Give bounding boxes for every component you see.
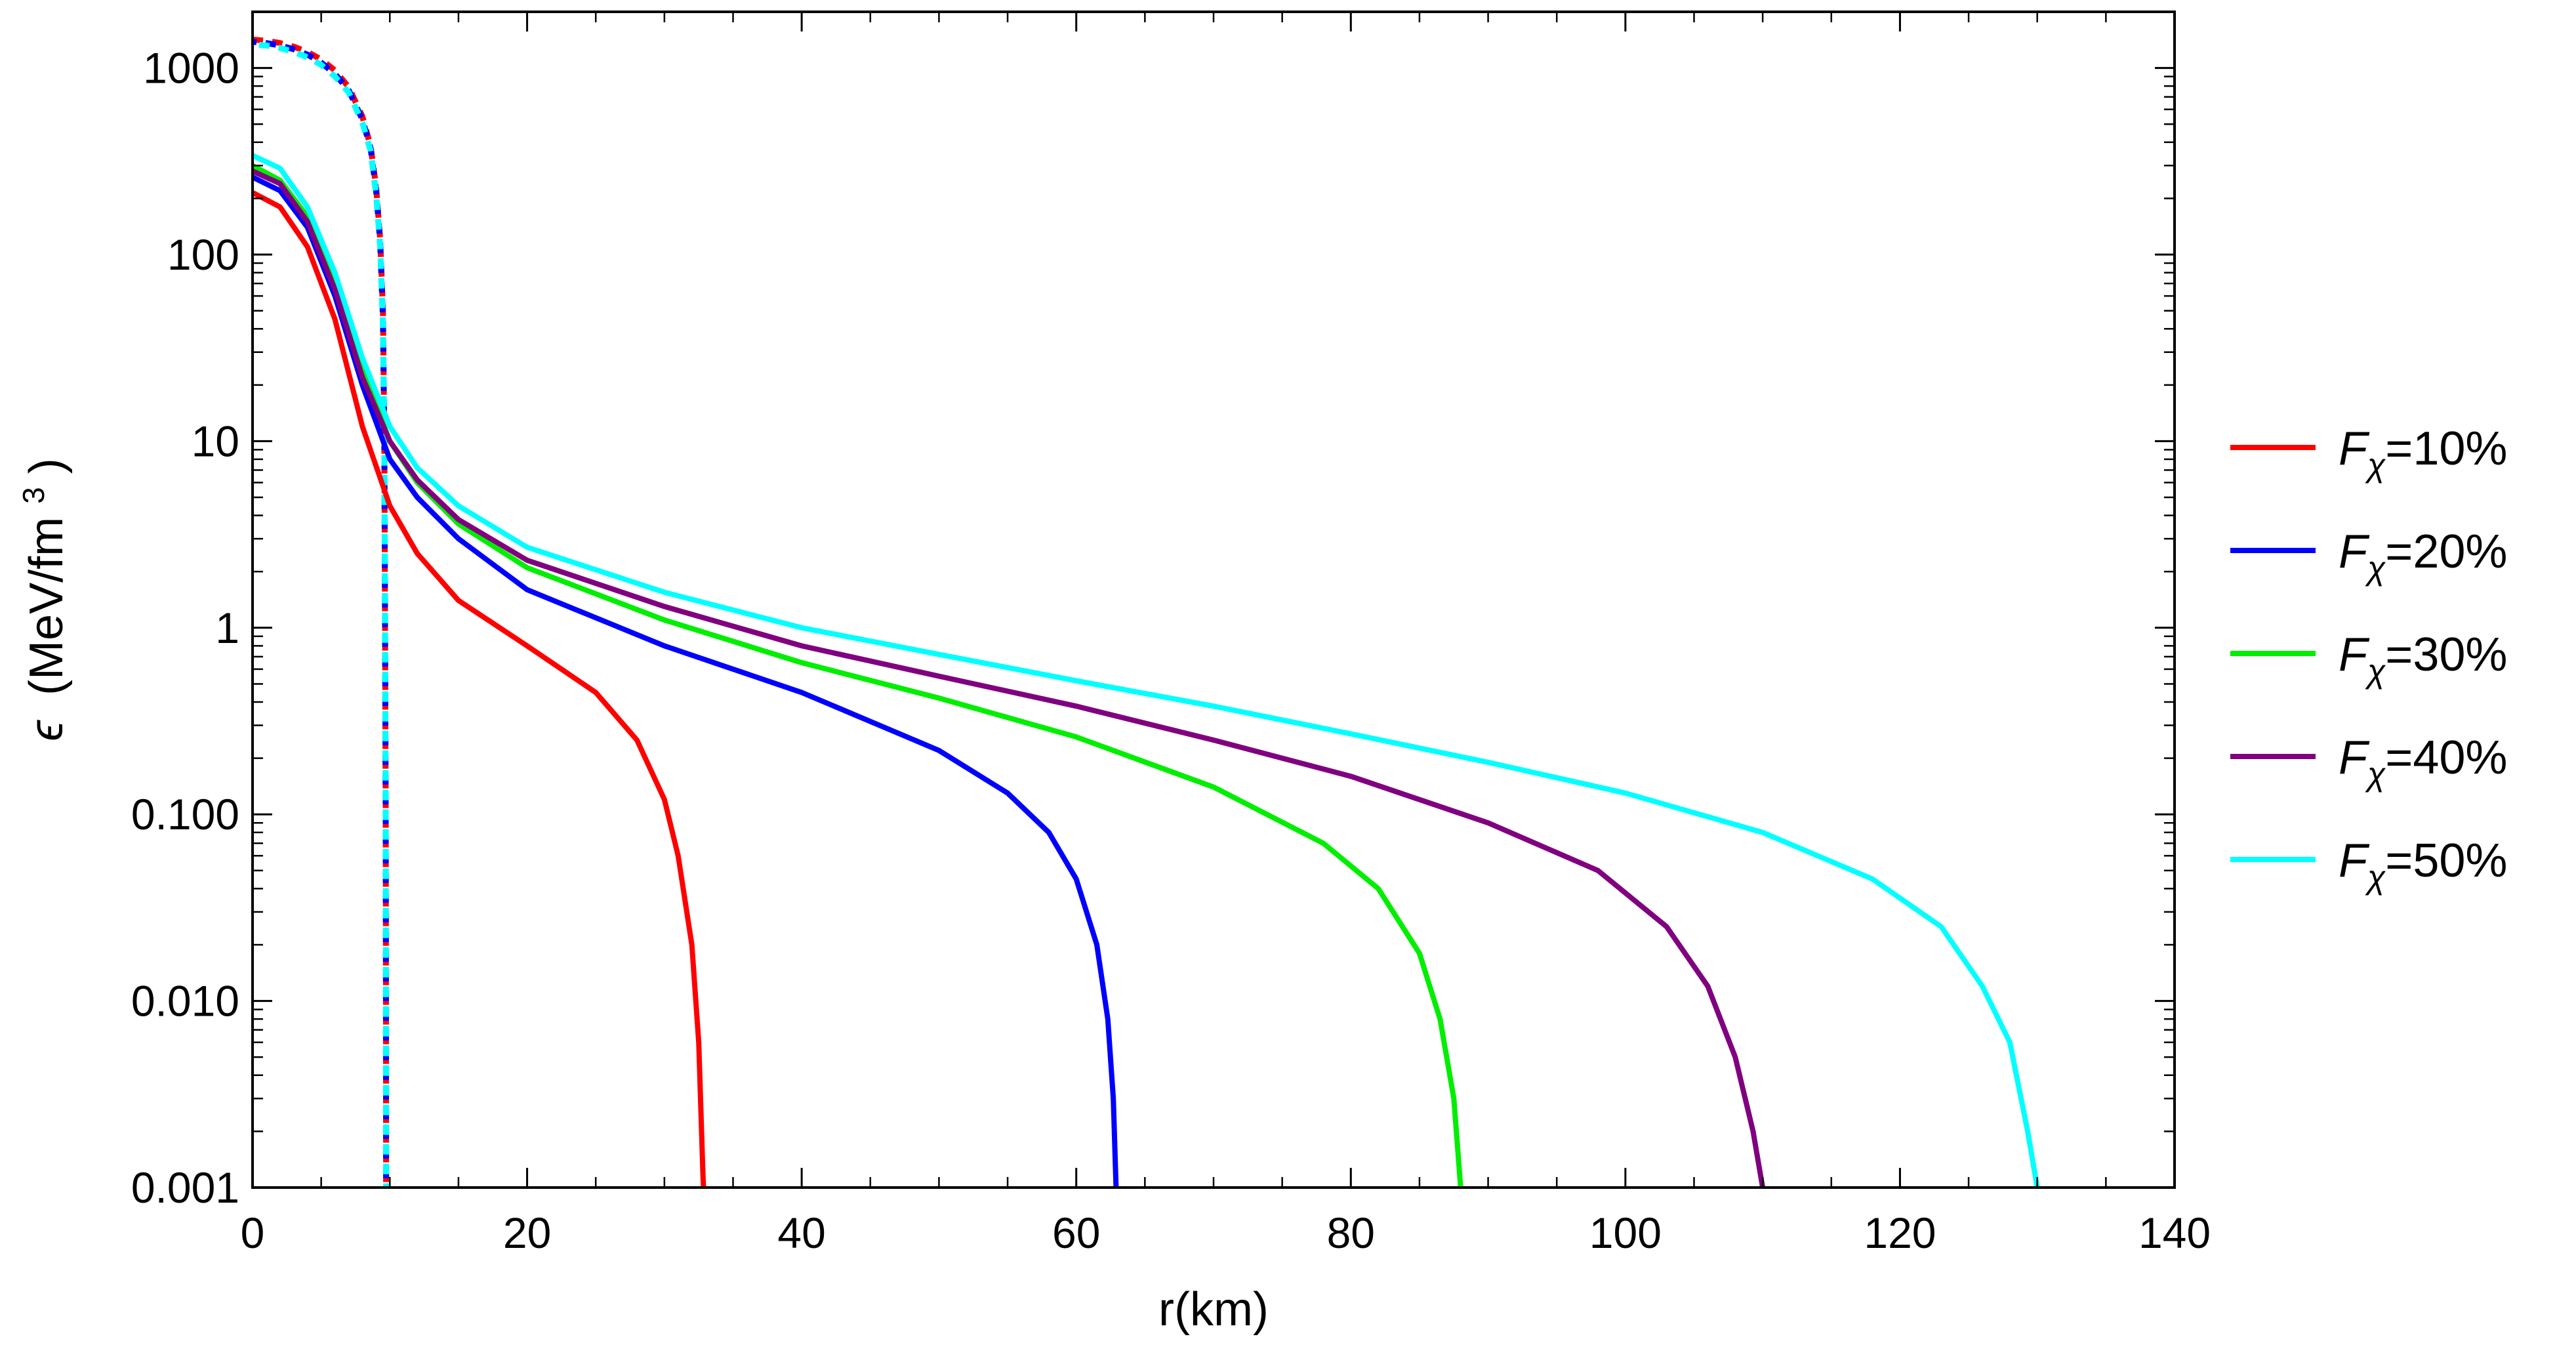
y-tick-label: 1000 [143, 44, 239, 93]
y-axis-unit-close: ) [20, 458, 73, 474]
nm-dashed-curves [252, 36, 390, 1188]
legend-label: Fχ=50% [2339, 835, 2507, 896]
x-tick-label: 100 [1589, 1209, 1662, 1257]
x-tick-label: 80 [1327, 1209, 1375, 1257]
y-tick-label: 0.100 [131, 790, 239, 838]
legend: Fχ=10% Fχ=20% Fχ=30% Fχ=40% Fχ=50% [2230, 423, 2507, 896]
x-tick-label: 140 [2138, 1209, 2211, 1257]
x-tick-label: 0 [241, 1209, 265, 1257]
y-tick-label: 0.001 [131, 1163, 239, 1212]
y-tick-label: 0.010 [131, 977, 239, 1025]
x-axis-label: r(km) [1158, 1283, 1269, 1336]
dm-curves [251, 153, 2040, 1188]
legend-label: Fχ=40% [2339, 732, 2507, 793]
y-tick-labels: 0.001 0.010 0.100 1 10 100 1000 [131, 44, 239, 1212]
x-tick-label: 60 [1052, 1209, 1100, 1257]
dm-curve [251, 153, 2040, 1188]
legend-label: Fχ=10% [2339, 423, 2507, 484]
dm-curve [251, 163, 1463, 1188]
y-tick-label: 1 [215, 604, 239, 652]
legend-label: Fχ=20% [2339, 526, 2507, 587]
x-tick-label: 120 [1864, 1209, 1936, 1257]
y-axis-label: ϵ (MeV/fm 3 ) [2, 458, 73, 741]
y-axis-symbol: ϵ [20, 720, 73, 741]
x-tick-labels: 0 20 40 60 80 100 120 140 [241, 1209, 2211, 1257]
y-tick-label: 100 [167, 230, 239, 279]
nm-dashed-curve [252, 39, 390, 1188]
legend-label: Fχ=30% [2339, 629, 2507, 690]
nm-dashed-curve [252, 41, 390, 1188]
x-tick-label: 40 [777, 1209, 825, 1257]
dm-curve [251, 190, 706, 1188]
plot-frame [251, 10, 2176, 1189]
x-tick-label: 20 [503, 1209, 551, 1257]
axis-ticks [251, 10, 2176, 1189]
y-tick-label: 10 [192, 417, 239, 465]
y-axis-unit: (MeV/fm [20, 517, 73, 695]
nm-dashed-curve [252, 36, 390, 1188]
dm-curve [251, 169, 1766, 1188]
y-axis-unit-exp: 3 [16, 487, 51, 504]
